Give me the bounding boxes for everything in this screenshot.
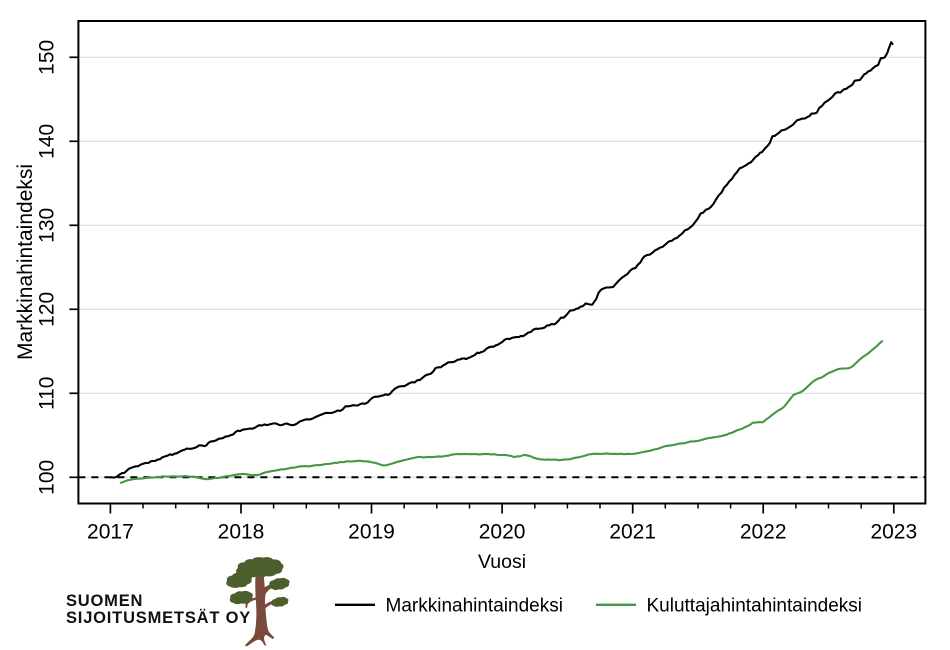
svg-text:Kuluttajahintahintaindeksi: Kuluttajahintahintaindeksi [647, 596, 863, 617]
svg-text:2021: 2021 [609, 521, 656, 544]
svg-text:SUOMEN: SUOMEN [66, 592, 143, 610]
svg-text:Markkinahintaindeksi: Markkinahintaindeksi [14, 164, 37, 360]
svg-text:120: 120 [36, 292, 59, 327]
svg-text:130: 130 [36, 208, 59, 243]
svg-text:2022: 2022 [740, 521, 787, 544]
svg-text:2019: 2019 [348, 521, 395, 544]
svg-text:Markkinahintaindeksi: Markkinahintaindeksi [386, 596, 563, 617]
svg-text:2023: 2023 [870, 521, 917, 544]
svg-text:110: 110 [36, 377, 59, 410]
svg-text:150: 150 [36, 40, 59, 75]
svg-text:140: 140 [36, 124, 59, 159]
svg-text:2020: 2020 [479, 521, 526, 544]
svg-text:Vuosi: Vuosi [478, 551, 526, 573]
svg-text:2017: 2017 [87, 521, 134, 544]
svg-text:SIJOITUSMETSÄT OY: SIJOITUSMETSÄT OY [66, 609, 251, 627]
svg-text:100: 100 [36, 460, 59, 495]
svg-text:2018: 2018 [218, 521, 265, 544]
